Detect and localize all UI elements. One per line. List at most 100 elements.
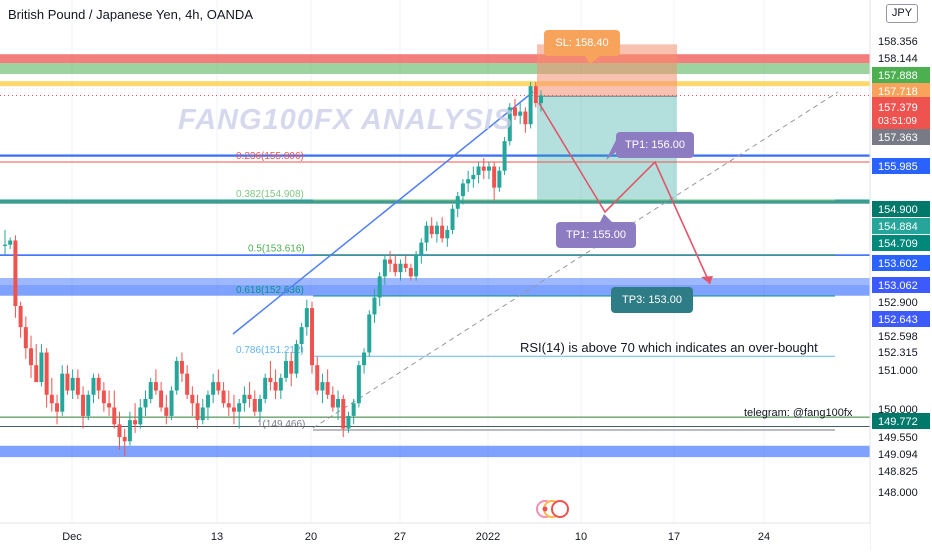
candle-body bbox=[91, 377, 96, 395]
candle-body bbox=[44, 352, 49, 395]
candle-body bbox=[49, 394, 54, 404]
candle-body bbox=[346, 415, 351, 429]
candle-body bbox=[424, 225, 429, 243]
stop-loss-label: SL: 158.40 bbox=[544, 30, 620, 56]
price-tick-label: 152.598 bbox=[878, 331, 918, 343]
time-tick-label: 10 bbox=[575, 531, 587, 543]
candle-body bbox=[476, 166, 481, 175]
price-axis: 158.356 158.144 157.888 157.718 157.363 155.9… bbox=[869, 0, 932, 550]
candle-body bbox=[294, 344, 299, 374]
candle-body bbox=[247, 394, 252, 399]
price-tick-label: 157.363 bbox=[878, 132, 918, 144]
price-tag bbox=[872, 83, 930, 99]
price-tag bbox=[872, 413, 930, 429]
zone-band bbox=[0, 445, 870, 458]
price-tick-label: 148.000 bbox=[878, 487, 918, 499]
candle-body bbox=[434, 225, 439, 235]
candle-body bbox=[518, 111, 523, 116]
candle-body bbox=[403, 263, 408, 268]
price-tick-label: 154.709 bbox=[878, 238, 918, 250]
candle-body bbox=[320, 382, 325, 391]
candle-body bbox=[304, 308, 309, 328]
price-tick-label: 153.062 bbox=[878, 280, 918, 292]
candle-body bbox=[481, 166, 486, 171]
candle-body bbox=[486, 166, 491, 171]
candle-body bbox=[362, 352, 367, 366]
candle-body bbox=[231, 407, 236, 412]
time-tick-label: 17 bbox=[668, 531, 680, 543]
currency-badge[interactable]: JPY bbox=[886, 4, 918, 23]
candle-body bbox=[273, 382, 278, 391]
candle-body bbox=[205, 394, 210, 408]
candle-body bbox=[143, 398, 148, 408]
candle-body bbox=[497, 170, 502, 188]
price-tick-label: 157.718 bbox=[878, 86, 918, 98]
candle-body bbox=[55, 403, 60, 412]
time-tick-label: 2022 bbox=[476, 531, 500, 543]
rsi-note: RSI(14) is above 70 which indicates an o… bbox=[520, 340, 818, 355]
candle-body bbox=[512, 107, 517, 116]
tp1-lower-pointer bbox=[600, 214, 612, 222]
price-tick-label: 151.000 bbox=[878, 365, 918, 377]
candle-body bbox=[60, 373, 65, 412]
telegram-note: telegram: @fang100fx bbox=[744, 407, 853, 419]
candle-body bbox=[148, 382, 153, 399]
candle-body bbox=[23, 327, 28, 349]
candle-body bbox=[138, 407, 143, 425]
candle-body bbox=[382, 259, 387, 277]
candle-body bbox=[445, 229, 450, 239]
zone-band bbox=[0, 81, 870, 87]
event-marker-icon bbox=[551, 500, 569, 518]
candle-body bbox=[226, 403, 231, 408]
projection-path bbox=[538, 102, 711, 285]
tp3-label: TP3: 153.00 bbox=[611, 287, 693, 313]
candle-body bbox=[507, 107, 512, 142]
price-tag bbox=[872, 218, 930, 234]
candle-body bbox=[86, 394, 91, 416]
candle-body bbox=[388, 259, 393, 264]
candle-body bbox=[75, 377, 80, 395]
candle-body bbox=[164, 407, 169, 416]
candle-body bbox=[341, 398, 346, 429]
candle-body bbox=[460, 183, 465, 197]
candle-body bbox=[107, 403, 112, 408]
candle-body bbox=[112, 407, 117, 425]
zone-band bbox=[0, 54, 870, 64]
zone-band bbox=[0, 63, 870, 74]
time-axis: Dec 13 20 27 2022 10 17 24 bbox=[0, 522, 870, 550]
event-marker-dot bbox=[542, 506, 548, 512]
candle-body bbox=[310, 308, 315, 366]
candle-body bbox=[81, 394, 86, 416]
price-tick-label: 158.144 bbox=[878, 53, 918, 65]
price-tag bbox=[872, 67, 930, 83]
candle-body bbox=[471, 174, 476, 180]
sl-pointer bbox=[585, 56, 600, 64]
candle-body bbox=[539, 95, 543, 104]
zone-band bbox=[0, 284, 870, 296]
time-axis-bg bbox=[0, 523, 870, 550]
candle-body bbox=[18, 305, 23, 328]
price-tick-label: 149.550 bbox=[878, 432, 918, 444]
time-tick-label: Dec bbox=[62, 531, 82, 543]
countdown-label: 03:51:09 bbox=[878, 116, 917, 127]
current-price-label: 157.379 bbox=[878, 102, 918, 114]
candle-body bbox=[419, 242, 424, 256]
price-tag bbox=[872, 277, 930, 293]
candle-body bbox=[117, 424, 122, 438]
candle-body bbox=[200, 407, 205, 421]
candle-body bbox=[330, 394, 335, 408]
projection-arrowhead bbox=[701, 276, 713, 284]
candle-body bbox=[133, 420, 138, 425]
current-price-tag bbox=[872, 97, 930, 129]
candle-body bbox=[440, 225, 445, 239]
tp1-lower-label: TP1: 155.00 bbox=[556, 222, 636, 248]
candle-body bbox=[127, 420, 132, 442]
candle-body bbox=[356, 365, 361, 404]
channel-upper-line bbox=[232, 91, 534, 335]
candle-body bbox=[372, 297, 377, 315]
price-tick-label: 148.825 bbox=[878, 466, 918, 478]
candle-body bbox=[221, 390, 226, 404]
candle-body bbox=[153, 382, 158, 391]
